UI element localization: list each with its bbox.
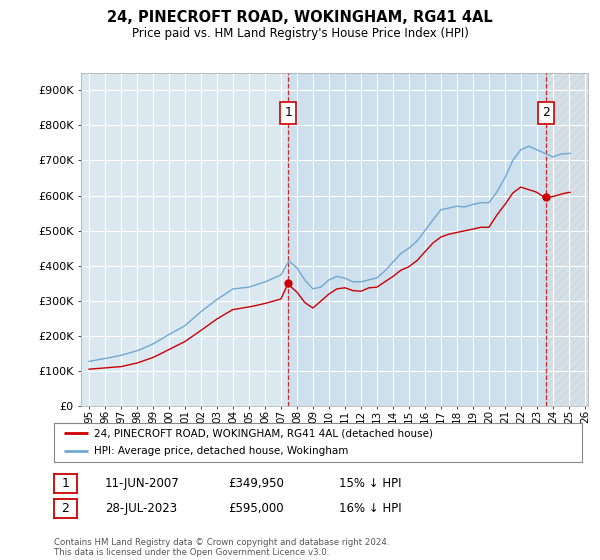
Text: 11-JUN-2007: 11-JUN-2007 xyxy=(105,477,180,490)
Text: HPI: Average price, detached house, Wokingham: HPI: Average price, detached house, Woki… xyxy=(94,446,348,456)
Text: £349,950: £349,950 xyxy=(228,477,284,490)
Text: 2: 2 xyxy=(61,502,70,515)
Bar xyxy=(288,73,546,406)
Text: 2: 2 xyxy=(542,106,550,119)
Text: 24, PINECROFT ROAD, WOKINGHAM, RG41 4AL: 24, PINECROFT ROAD, WOKINGHAM, RG41 4AL xyxy=(107,10,493,25)
Text: 15% ↓ HPI: 15% ↓ HPI xyxy=(339,477,401,490)
Text: 24, PINECROFT ROAD, WOKINGHAM, RG41 4AL (detached house): 24, PINECROFT ROAD, WOKINGHAM, RG41 4AL … xyxy=(94,428,433,438)
Text: 1: 1 xyxy=(61,477,70,490)
Text: Price paid vs. HM Land Registry's House Price Index (HPI): Price paid vs. HM Land Registry's House … xyxy=(131,27,469,40)
Text: 16% ↓ HPI: 16% ↓ HPI xyxy=(339,502,401,515)
Text: 1: 1 xyxy=(284,106,292,119)
Text: £595,000: £595,000 xyxy=(228,502,284,515)
Text: 28-JUL-2023: 28-JUL-2023 xyxy=(105,502,177,515)
Bar xyxy=(546,73,588,406)
Text: Contains HM Land Registry data © Crown copyright and database right 2024.
This d: Contains HM Land Registry data © Crown c… xyxy=(54,538,389,557)
